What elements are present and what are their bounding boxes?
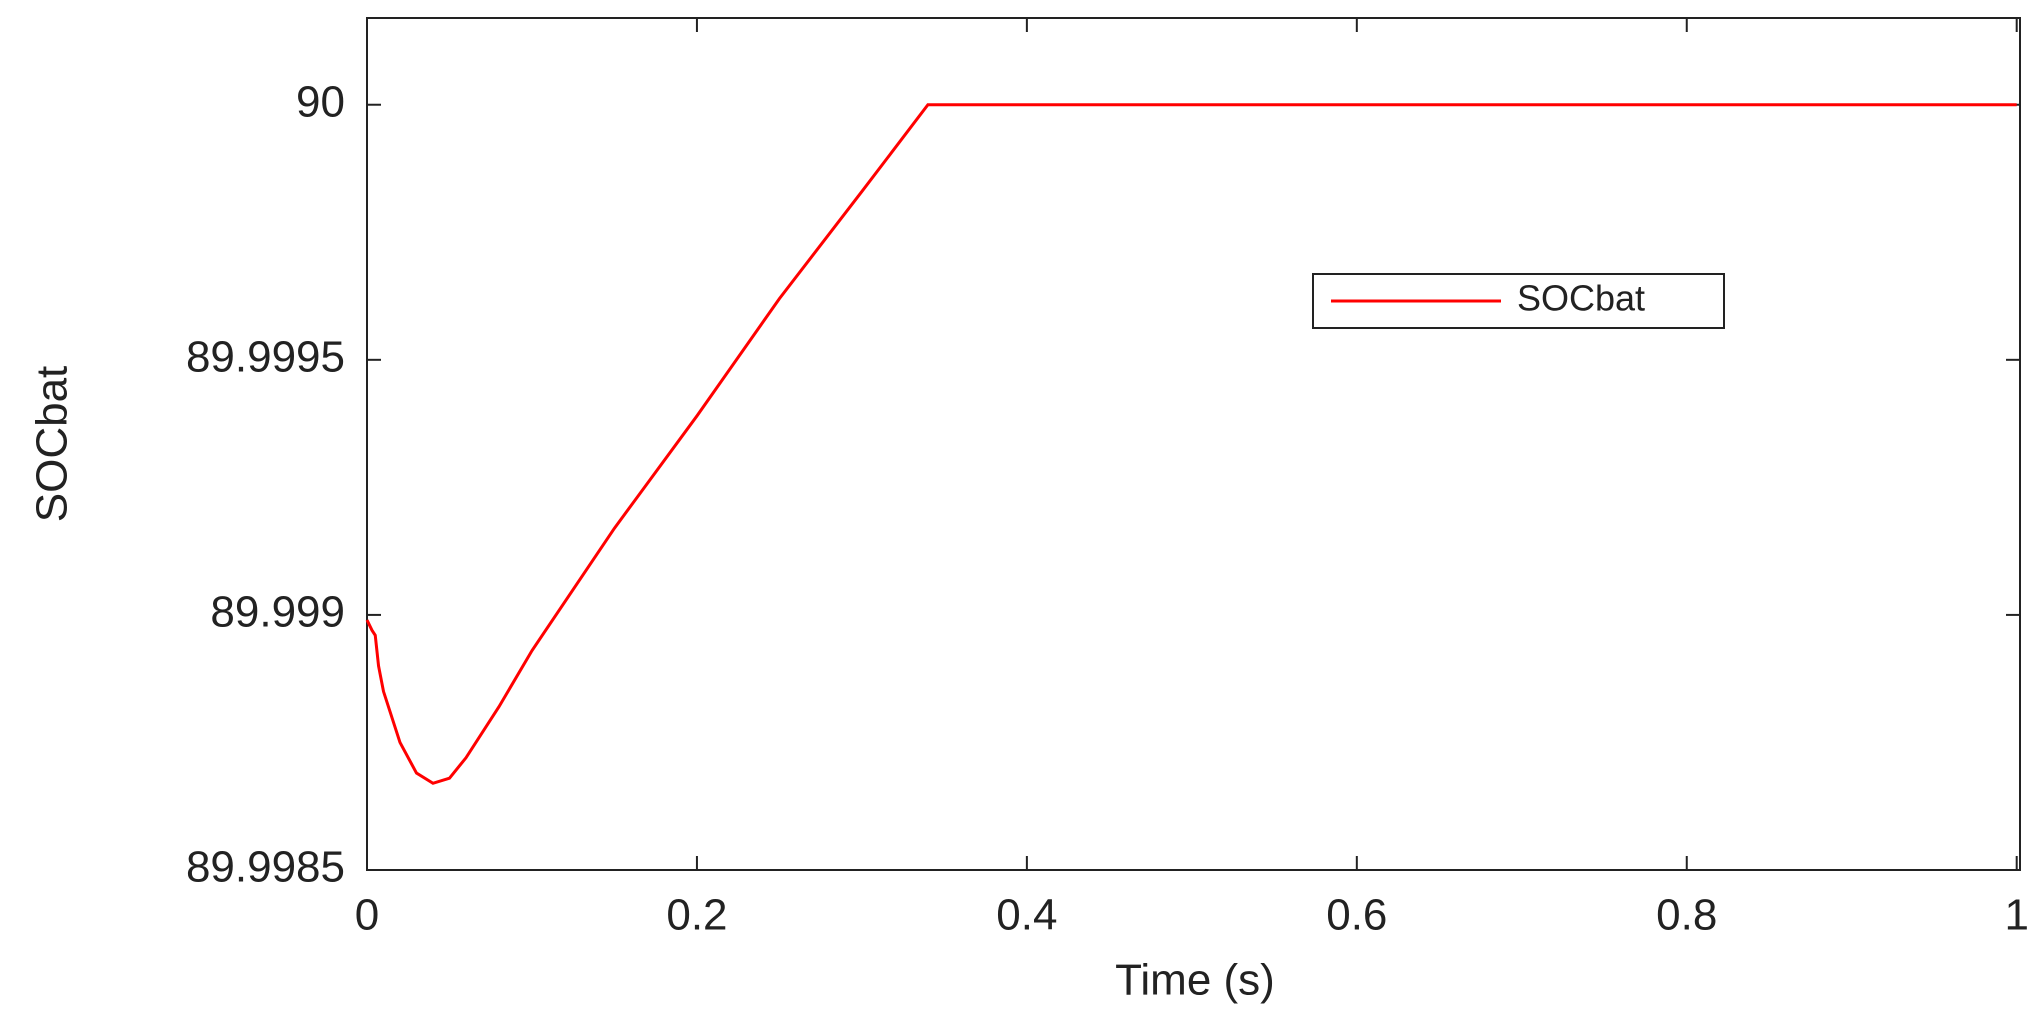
x-tick-label: 0 [355,891,379,940]
y-tick-label: 89.999 [210,588,345,637]
plot-frame [366,17,2021,871]
x-tick-label: 0.6 [1326,891,1387,940]
x-tick-label: 0.8 [1656,891,1717,940]
x-tick-label: 1 [2004,891,2028,940]
y-tick-label: 89.9995 [186,332,345,381]
y-axis-label: SOCbat [28,366,77,523]
legend-label: SOCbat [1517,278,1645,319]
y-tick-label: 90 [296,77,345,126]
data-line [365,103,2017,785]
x-tick-label: 0.4 [996,891,1057,940]
x-tick-label: 0.2 [666,891,727,940]
x-axis-label: Time (s) [1115,956,1275,1005]
y-tick-label: 89.9985 [186,843,345,892]
